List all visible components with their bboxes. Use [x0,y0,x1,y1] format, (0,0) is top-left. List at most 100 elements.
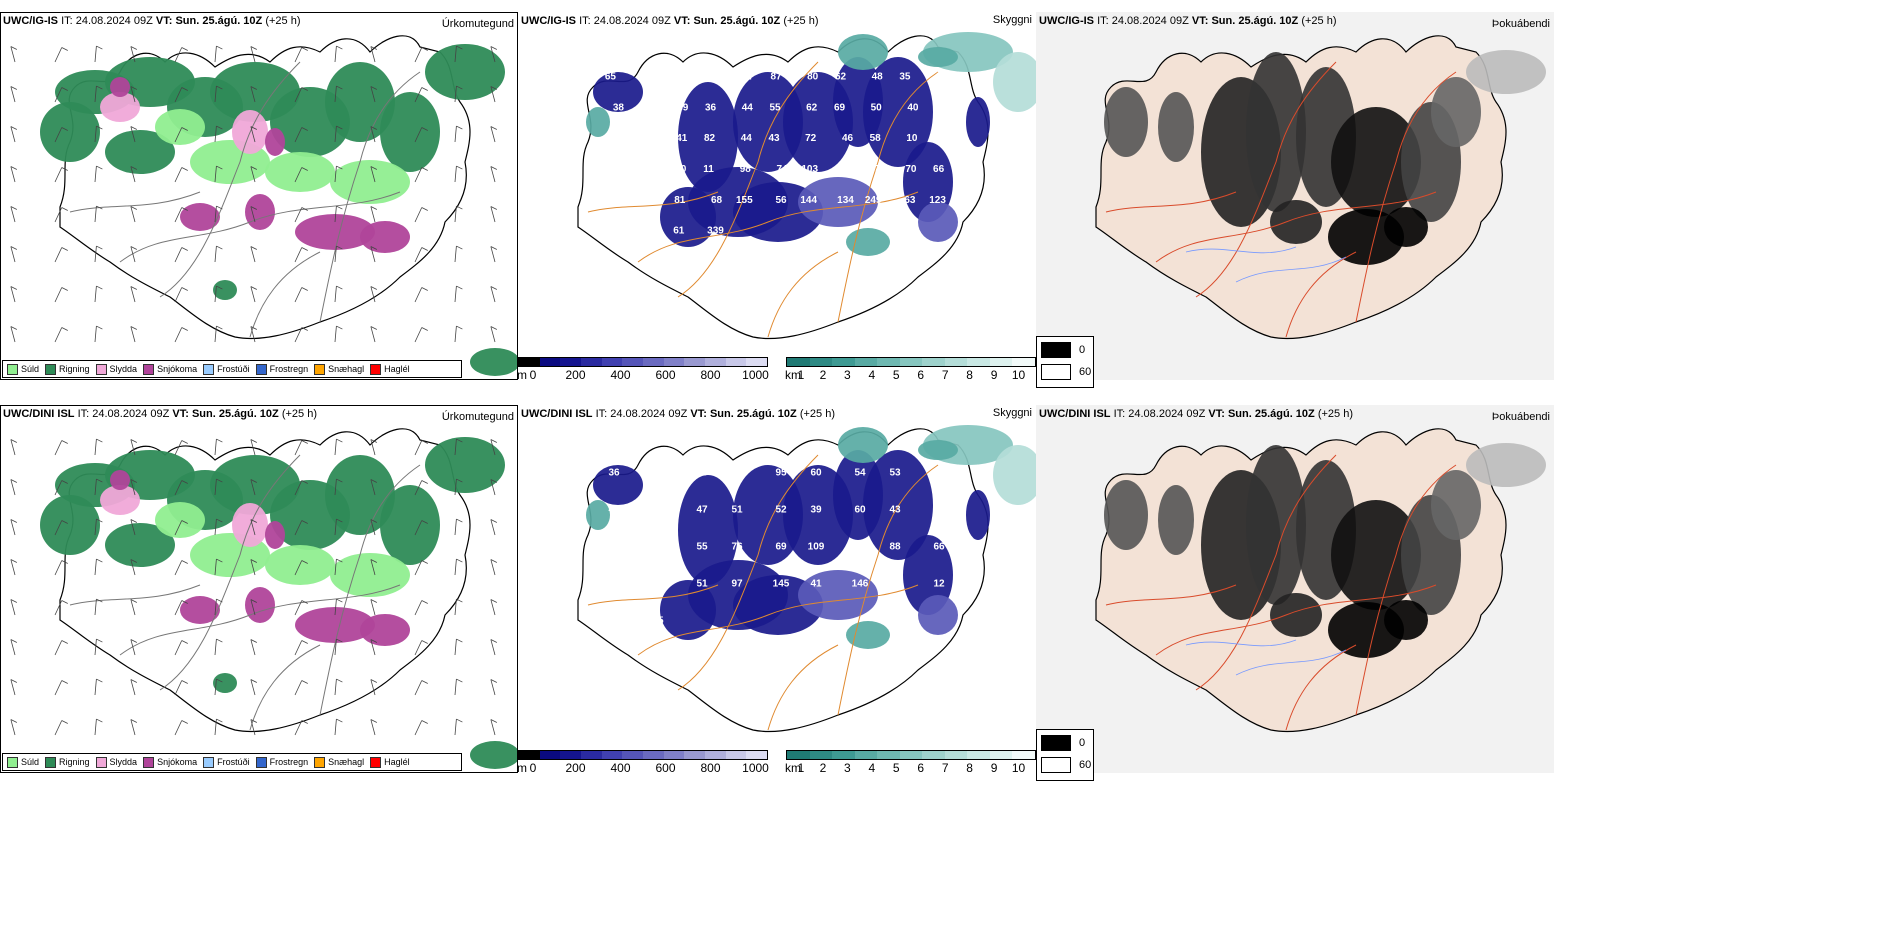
colorbar-tick: 3 [844,761,851,775]
visibility-value-label: 66 [933,164,945,175]
visibility-value-label: 88 [889,542,901,553]
visibility-value-label: 41 [676,133,688,144]
valid-prefix: VT: [172,408,189,420]
visibility-value-label: 146 [852,579,869,590]
colorbar-tick: 2 [819,761,827,775]
fog-dark-value: 0 [1079,737,1086,749]
init-time: 24.08.2024 09Z [1111,15,1189,27]
valid-prefix: VT: [1191,15,1209,27]
field-title: Þokuábendi [1491,18,1550,30]
visibility-value-label: 249 [865,195,882,206]
panel-header: UWC/DINI ISL IT: 24.08.2024 09Z VT: Sun.… [3,408,317,420]
colorbar-segment [746,358,768,366]
legend-swatch [45,363,57,375]
colorbar-tick: 7 [941,368,949,382]
colorbar-segment [663,751,685,759]
legend-swatch [143,756,155,768]
colorbar-segment [519,751,540,759]
model-label: UWC/DINI ISL [1039,408,1111,420]
colorbar-tick: 7 [941,761,949,775]
legend-swatch [203,363,215,375]
init-time: 24.08.2024 09Z [593,15,671,27]
colorbar-segment [854,358,878,366]
colorbar-tick: 9 [990,368,998,382]
visibility-m-colorbar: m 0 200 400 600 800 1000 [517,357,769,382]
colorbar-tick: 1 [797,368,805,382]
visibility-value-label: 75 [652,616,664,627]
precip-type-legend: Súld Rigning Slydda Snjókoma Frostúði Frostre… [2,360,462,378]
valid-time: Sun. 25.ágú. 10Z [709,408,797,420]
lead-time: (+25 h) [799,408,835,420]
legend-item-slydda: Slydda [95,363,138,375]
visibility-value-label: 59 [677,102,689,113]
colorbar-segment [705,751,726,759]
visibility-value-label: 60 [675,164,687,175]
legend-item-snjokoma: Snjókoma [143,756,197,768]
fog-dark-swatch [1041,735,1071,751]
visibility-value-label: 63 [731,468,743,479]
colorbar-segment [967,358,990,366]
colorbar-tick: 1000 [742,368,769,382]
legend-swatch [255,756,267,768]
lead-time: (+25 h) [783,15,819,27]
visibility-value-label: 36 [705,102,717,113]
visibility-value-label: 145 [773,579,790,590]
valid-prefix: VT: [690,408,707,420]
colorbar-ticks: km 1 2 3 4 5 6 7 8 9 10 [785,760,1036,775]
legend-swatch [314,756,326,768]
legend-label: Slydda [109,757,138,767]
colorbar-segment [1012,358,1036,366]
colorbar-tick: 4 [868,368,876,382]
legend-label: Rigning [59,757,90,767]
legend-label: Frostregn [269,757,309,767]
visibility-value-label: 92 [638,195,650,206]
visibility-value-label: 48 [872,71,884,82]
visibility-value-label: 65 [605,71,617,82]
init-time: 24.08.2024 09Z [75,15,153,27]
lead-time: (+25 h) [281,408,317,420]
lead-time: (+25 h) [1301,15,1337,27]
colorbar-segment [601,358,623,366]
visibility-value-label: 66 [933,542,945,553]
fog-light-swatch [1041,364,1071,380]
legend-swatch [370,363,382,375]
legend-label: Súld [21,757,40,767]
visibility-value-label: 69 [834,102,846,113]
colorbar-segment [539,358,561,366]
visibility-value-label: 68 [642,71,654,82]
init-prefix: IT: [77,408,90,420]
colorbar-segment [622,358,644,366]
legend-label: Frostúði [217,757,250,767]
visibility-value-label: 43 [641,102,653,113]
panel-header: UWC/IG-IS IT: 24.08.2024 09Z VT: Sun. 25… [521,15,819,27]
visibility-value-label: 57 [869,164,881,175]
visibility-value-label: 76 [731,542,743,553]
visibility-value-label: 37 [743,71,755,82]
colorbar-segment [809,751,833,759]
valid-time: Sun. 25.ágú. 10Z [693,15,781,27]
valid-time: Sun. 25.ágú. 10Z [191,408,279,420]
panel-header: UWC/DINI ISL IT: 24.08.2024 09Z VT: Sun.… [521,408,835,420]
colorbar-tick: 6 [917,368,925,382]
colorbar-tick: 800 [700,368,721,382]
legend-item-frostregn: Frostregn [255,756,309,768]
visibility-value-label: 109 [808,542,825,553]
legend-item-suld: Súld [7,756,40,768]
visibility-m-colorbar: m 0 200 400 600 800 1000 [517,750,769,775]
legend-label: Snæhagl [328,757,365,767]
colorbar-segment [922,358,945,366]
visibility-panel-bottom: 36 63 68 63 95 60 54 53 52 47 45 47 51 52 39 60 43 41 62 10… [517,405,1036,775]
visibility-value-label: 68 [652,579,664,590]
visibility-value-label: 74 [776,164,788,175]
field-title: Úrkomutegund [441,411,514,423]
colorbar-segment [725,358,747,366]
colorbar-tick: 6 [917,761,925,775]
fog-legend: 0 60 [1036,729,1094,781]
legend-item-frostregn: Frostregn [255,363,308,375]
legend-label: Slydda [109,364,138,374]
colorbar-segment [989,751,1013,759]
visibility-panel-top: 65 68 87 66 37 87 80 62 48 35 39 38 43 59 36 44 55 62 69 50… [517,12,1036,382]
colorbar-segment [705,358,726,366]
visibility-value-label: 155 [736,195,753,206]
